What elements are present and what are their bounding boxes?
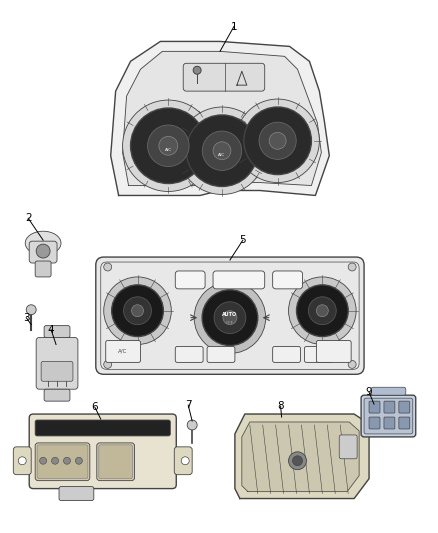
Circle shape (308, 297, 336, 325)
Circle shape (18, 457, 26, 465)
FancyBboxPatch shape (13, 447, 31, 475)
Circle shape (36, 244, 50, 258)
FancyBboxPatch shape (59, 487, 94, 500)
FancyBboxPatch shape (37, 445, 88, 479)
Circle shape (104, 360, 112, 368)
Circle shape (104, 277, 171, 344)
Circle shape (223, 311, 237, 325)
FancyBboxPatch shape (29, 241, 57, 263)
FancyBboxPatch shape (96, 257, 364, 374)
Circle shape (131, 305, 144, 317)
Circle shape (75, 457, 82, 464)
FancyBboxPatch shape (35, 261, 51, 277)
Circle shape (316, 305, 328, 317)
FancyBboxPatch shape (316, 341, 351, 362)
Circle shape (348, 360, 356, 368)
Circle shape (148, 125, 189, 166)
FancyBboxPatch shape (273, 346, 300, 362)
FancyBboxPatch shape (35, 420, 170, 436)
FancyBboxPatch shape (273, 271, 303, 289)
FancyBboxPatch shape (41, 361, 73, 381)
FancyBboxPatch shape (44, 389, 70, 401)
FancyBboxPatch shape (371, 387, 406, 395)
FancyBboxPatch shape (44, 326, 70, 337)
FancyBboxPatch shape (364, 398, 413, 434)
Circle shape (213, 142, 231, 160)
FancyBboxPatch shape (36, 337, 78, 389)
FancyBboxPatch shape (384, 417, 395, 429)
Circle shape (236, 99, 319, 182)
Text: 6: 6 (92, 402, 98, 412)
FancyBboxPatch shape (213, 271, 265, 289)
Circle shape (131, 108, 206, 183)
FancyBboxPatch shape (183, 63, 265, 91)
Circle shape (186, 115, 258, 187)
Circle shape (269, 132, 286, 149)
FancyBboxPatch shape (399, 401, 410, 413)
Circle shape (244, 107, 311, 175)
Circle shape (289, 277, 356, 344)
Circle shape (202, 290, 258, 345)
Circle shape (187, 420, 197, 430)
FancyBboxPatch shape (369, 401, 380, 413)
FancyBboxPatch shape (384, 401, 395, 413)
Text: AUTO: AUTO (223, 312, 237, 317)
Text: 5: 5 (240, 235, 246, 245)
FancyBboxPatch shape (361, 395, 416, 437)
FancyBboxPatch shape (99, 445, 133, 479)
FancyBboxPatch shape (339, 435, 357, 459)
Circle shape (259, 122, 296, 159)
Text: A/C: A/C (165, 148, 172, 152)
Circle shape (112, 285, 163, 336)
FancyBboxPatch shape (304, 346, 332, 362)
Text: 3: 3 (23, 313, 29, 322)
Polygon shape (235, 414, 369, 498)
Circle shape (293, 456, 303, 466)
Text: 4: 4 (48, 325, 54, 335)
Circle shape (289, 452, 307, 470)
Polygon shape (123, 51, 321, 185)
Circle shape (193, 66, 201, 74)
FancyBboxPatch shape (175, 346, 203, 362)
Circle shape (178, 107, 266, 195)
FancyBboxPatch shape (207, 346, 235, 362)
Text: 9: 9 (366, 387, 372, 397)
FancyBboxPatch shape (174, 447, 192, 475)
FancyBboxPatch shape (29, 414, 176, 489)
Text: A/C: A/C (219, 153, 226, 157)
Circle shape (26, 305, 36, 314)
FancyBboxPatch shape (399, 417, 410, 429)
FancyBboxPatch shape (369, 417, 380, 429)
Circle shape (104, 263, 112, 271)
Text: 8: 8 (277, 401, 284, 411)
Circle shape (124, 297, 152, 325)
Circle shape (348, 263, 356, 271)
Circle shape (202, 131, 242, 171)
Circle shape (52, 457, 59, 464)
Text: 7: 7 (185, 400, 191, 410)
Polygon shape (111, 42, 329, 196)
Text: OFF: OFF (226, 321, 234, 325)
Circle shape (159, 136, 178, 155)
Circle shape (64, 457, 71, 464)
Circle shape (123, 100, 214, 191)
FancyBboxPatch shape (35, 443, 90, 481)
Circle shape (194, 282, 266, 353)
FancyBboxPatch shape (97, 443, 134, 481)
Text: 2: 2 (25, 213, 32, 223)
Text: A/C: A/C (118, 349, 127, 354)
Polygon shape (242, 422, 359, 491)
Circle shape (40, 457, 46, 464)
FancyBboxPatch shape (175, 271, 205, 289)
Circle shape (181, 457, 189, 465)
Circle shape (297, 285, 348, 336)
Ellipse shape (25, 231, 61, 255)
Circle shape (214, 302, 246, 334)
Text: 1: 1 (230, 21, 237, 31)
FancyBboxPatch shape (106, 341, 141, 362)
